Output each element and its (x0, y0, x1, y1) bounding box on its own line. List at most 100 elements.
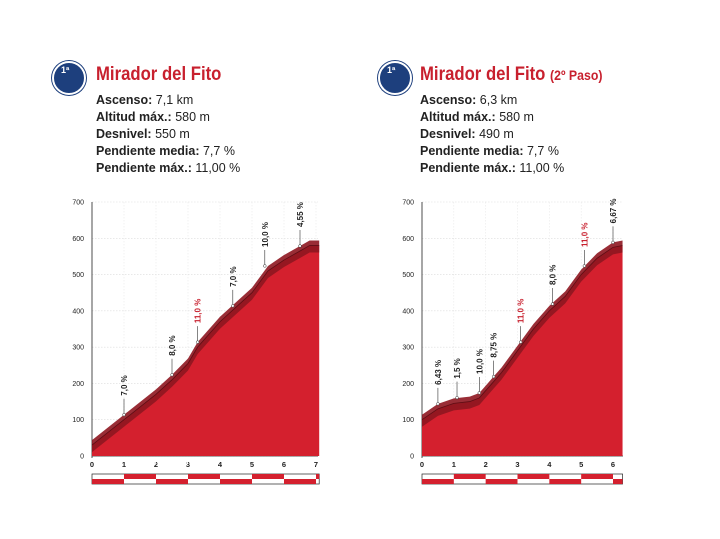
gradient-marker-dot (263, 264, 267, 268)
km-strip-segment (453, 474, 486, 479)
climb-title-text: Mirador del Fito (420, 64, 546, 85)
gradient-marker-dot (231, 304, 235, 308)
gradient-label: 4,55 % (296, 202, 305, 227)
category-badge-icon: 1ª (52, 61, 86, 95)
km-strip-segment (220, 479, 252, 484)
gradient-label: 6,67 % (609, 198, 618, 223)
climb-title: Mirador del Fito (2º Paso) (420, 64, 602, 86)
km-strip-segment (581, 474, 613, 479)
profile-ridge-band (92, 240, 320, 453)
y-tick-label: 200 (402, 381, 414, 388)
gradient-marker-dot (170, 373, 174, 377)
gradient-marker-dot (298, 244, 302, 248)
gradient-label: 7,0 % (120, 375, 129, 395)
gradient-marker-dot (455, 396, 459, 400)
gradient-marker-dot (436, 402, 440, 406)
y-tick-label: 100 (402, 417, 414, 424)
gradient-marker-dot (611, 240, 615, 245)
x-tick-label: 4 (218, 460, 223, 469)
profile-line (91, 245, 320, 446)
km-strip-segment (252, 474, 284, 479)
x-tick-label: 2 (154, 460, 158, 469)
category-label: 1ª (387, 65, 396, 75)
stat-max-gradient: Pendiente máx.: 11,00 % (96, 161, 241, 175)
x-tick-label: 1 (122, 460, 126, 469)
profile-panel-2: 1ª Mirador del Fito (2º Paso) Ascenso: 6… (330, 0, 690, 539)
gradient-label: 11,0 % (517, 299, 526, 323)
climb-subtitle: (2º Paso) (550, 67, 603, 83)
km-strip-segment (613, 479, 623, 484)
gradient-label: 8,75 % (490, 333, 499, 358)
x-tick-label: 0 (90, 460, 94, 469)
y-tick-label: 200 (72, 381, 84, 388)
km-strip-segment (422, 479, 454, 484)
gradient-label: 8,0 % (549, 265, 558, 285)
y-tick-label: 500 (72, 272, 84, 279)
gradient-label: 10,0 % (261, 222, 270, 247)
km-strip-segment (188, 474, 220, 479)
stat-max-altitude: Altitud máx.: 580 m (420, 110, 534, 124)
climb-title-text: Mirador del Fito (96, 64, 222, 85)
gradient-label: 7,0 % (229, 266, 238, 286)
profile-line (421, 245, 623, 421)
stat-max-gradient: Pendiente máx.: 11,00 % (420, 161, 565, 175)
x-tick-label: 6 (282, 460, 286, 469)
category-badge-icon: 1ª (378, 61, 412, 95)
y-tick-label: 0 (410, 454, 414, 461)
gradient-label: 11,0 % (580, 222, 589, 246)
gradient-label: 8,0 % (168, 335, 177, 355)
gradient-marker-dot (582, 264, 586, 268)
x-tick-label: 3 (186, 460, 190, 469)
climb-stats: Ascenso: 7,1 km Altitud máx.: 580 m Desn… (96, 92, 240, 177)
y-tick-label: 700 (72, 200, 84, 207)
x-tick-label: 4 (547, 460, 552, 469)
profile-chart-2: 0 100 200 300 400 500 600 700 0 1 2 3 4 5 6 6,43 % 1,5 %… (402, 198, 623, 485)
gradient-marker-dot (477, 391, 481, 395)
y-tick-label: 300 (402, 345, 414, 352)
y-tick-label: 600 (72, 236, 84, 243)
km-strip-segment (92, 479, 124, 484)
x-tick-label: 2 (484, 460, 488, 469)
x-tick-label: 7 (314, 460, 318, 469)
x-tick-label: 1 (452, 460, 456, 469)
x-tick-label: 5 (579, 460, 583, 469)
y-tick-label: 400 (72, 308, 84, 315)
km-strip-segment (284, 479, 316, 484)
climb-stats: Ascenso: 6,3 km Altitud máx.: 580 m Desn… (420, 92, 564, 177)
stat-elevation-gain: Desnivel: 490 m (420, 127, 514, 141)
category-label: 1ª (61, 65, 70, 75)
stat-max-altitude: Altitud máx.: 580 m (96, 110, 210, 124)
y-tick-label: 600 (402, 236, 414, 243)
y-tick-label: 100 (72, 417, 84, 424)
km-strip-segment (517, 474, 550, 479)
km-strip-segment (549, 479, 582, 484)
stat-avg-gradient: Pendiente media: 7,7 % (420, 144, 559, 158)
stat-elevation-gain: Desnivel: 550 m (96, 127, 190, 141)
x-tick-label: 5 (250, 460, 254, 469)
gradient-label: 11,0 % (194, 299, 203, 323)
x-tick-label: 3 (515, 460, 519, 469)
stat-ascent: Ascenso: 7,1 km (96, 93, 194, 107)
y-tick-label: 400 (402, 308, 414, 315)
stat-avg-gradient: Pendiente media: 7,7 % (96, 144, 235, 158)
gradient-marker-dot (519, 340, 523, 344)
gradient-marker-dot (122, 413, 126, 417)
km-strip-segment (156, 479, 188, 484)
km-strip-segment (485, 479, 518, 484)
gradient-label: 6,43 % (434, 360, 443, 385)
x-tick-label: 0 (420, 460, 424, 469)
gradient-marker-dot (195, 340, 200, 344)
km-strip-segment (316, 474, 320, 479)
gradient-marker-dot (491, 374, 496, 379)
gradient-marker-dot (550, 302, 555, 306)
gradient-label: 10,0 % (475, 349, 484, 374)
stat-ascent: Ascenso: 6,3 km (420, 93, 518, 107)
profile-panel-1: 1ª Mirador del Fito Ascenso: 7,1 km Alti… (52, 61, 240, 177)
profile-chart-1: 0 100 200 300 400 500 600 700 0 1 2 3 4 5 6 7 7,0 % 8,0 %… (72, 200, 320, 485)
y-tick-label: 500 (402, 272, 414, 279)
y-tick-label: 700 (402, 200, 414, 207)
gradient-label: 1,5 % (453, 358, 462, 378)
x-tick-label: 6 (611, 460, 615, 469)
start-annotation: Loroñe / 30 m (139, 457, 191, 466)
